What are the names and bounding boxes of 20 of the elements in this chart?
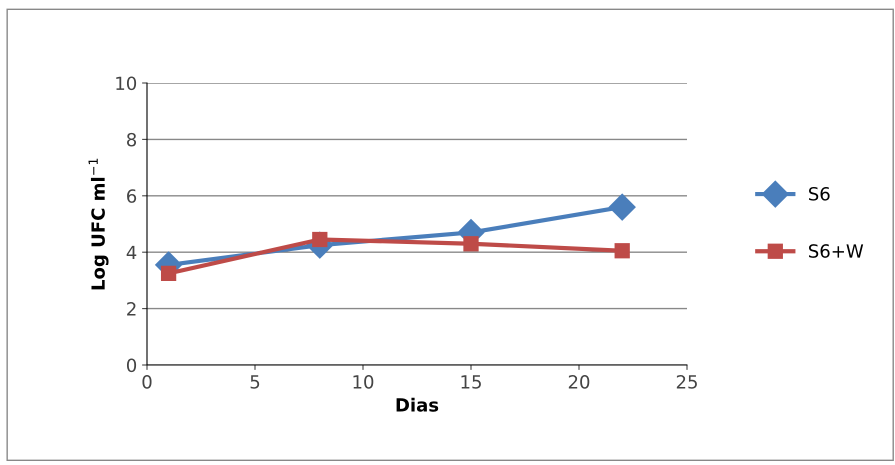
point xyxy=(463,236,479,252)
y-tick-label: 10 xyxy=(116,76,136,90)
point xyxy=(160,266,176,281)
y-tick-label: 0 xyxy=(126,358,136,372)
y-tick-label: 2 xyxy=(127,302,136,316)
point xyxy=(614,243,630,258)
legend-label: S6+W xyxy=(808,244,864,258)
y-axis-title: Log UFC ml$^{−1}$ xyxy=(88,158,109,290)
x-tick-label: 20 xyxy=(568,375,590,389)
x-tick-label: 25 xyxy=(676,375,697,389)
x-axis-title: Dias xyxy=(396,398,438,412)
x-tick-label: 15 xyxy=(461,375,481,389)
legend-label: S6 xyxy=(808,186,830,201)
x-tick-label: 0 xyxy=(142,375,152,389)
y-tick-label: 4 xyxy=(126,246,136,260)
y-tick-label: 6 xyxy=(127,189,136,203)
point xyxy=(608,194,636,221)
x-tick-label: 10 xyxy=(353,375,374,389)
y-tick-label: 8 xyxy=(127,132,136,147)
x-tick-label: 5 xyxy=(250,375,260,389)
